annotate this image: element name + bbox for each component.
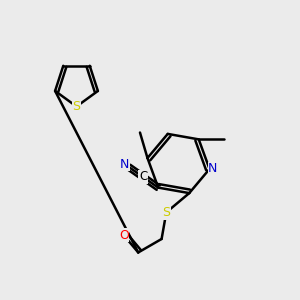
Text: C: C	[139, 170, 147, 184]
Text: S: S	[73, 100, 80, 113]
Text: N: N	[208, 163, 218, 176]
Text: S: S	[162, 206, 170, 219]
Text: O: O	[119, 229, 129, 242]
Text: N: N	[120, 158, 130, 171]
